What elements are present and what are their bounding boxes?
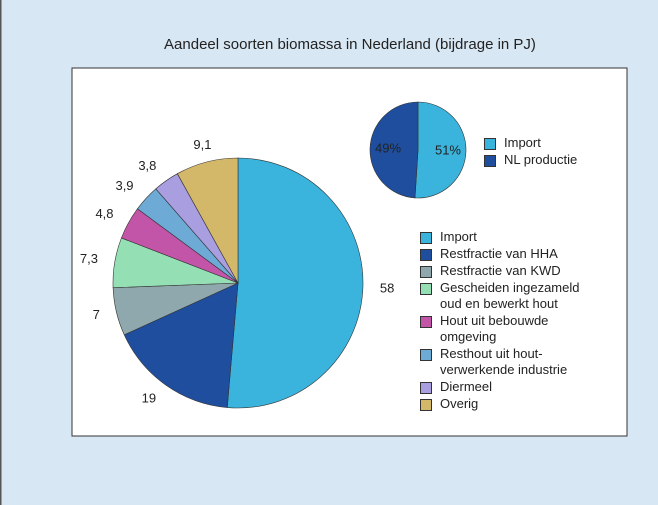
legend-swatch xyxy=(420,266,432,278)
legend-swatch xyxy=(420,283,432,295)
legend-label: Import xyxy=(504,135,541,150)
chart-title: Aandeel soorten biomassa in Nederland (b… xyxy=(164,36,536,53)
legend-item: Restfractie van KWD xyxy=(420,263,595,279)
legend-swatch xyxy=(420,249,432,261)
legend-label: Restfractie van KWD xyxy=(440,263,561,278)
legend-item: Diermeel xyxy=(420,379,595,395)
legend-item: NL productie xyxy=(484,152,614,168)
legend: Import NL productie xyxy=(484,135,614,169)
legend-item: Restfractie van HHA xyxy=(420,246,595,262)
legend-label: Gescheiden ingezameld oud en bewerkt hou… xyxy=(440,280,580,311)
legend-swatch xyxy=(420,232,432,244)
legend-swatch xyxy=(420,399,432,411)
legend-label: Resthout uit hout-verwerkende industrie xyxy=(440,346,568,377)
edge xyxy=(0,0,2,505)
data-label: 7,3 xyxy=(80,251,98,266)
legend-swatch xyxy=(420,349,432,361)
legend-label: Diermeel xyxy=(440,379,493,394)
data-label: 9,1 xyxy=(193,137,211,152)
legend: Import Restfractie van HHA Restfractie van… xyxy=(420,229,595,413)
legend-swatch xyxy=(484,138,496,150)
pie-slice xyxy=(176,157,239,285)
legend-item: Import xyxy=(484,135,614,151)
data-label: 4,8 xyxy=(95,206,113,221)
pie-slice xyxy=(226,157,364,409)
legend-item: Resthout uit hout-verwerkende industrie xyxy=(420,346,595,378)
pie-slice xyxy=(414,101,467,199)
pie-slice xyxy=(123,282,239,408)
legend-label: NL productie xyxy=(504,152,578,167)
legend-item: Hout uit bebouwde omgeving xyxy=(420,313,595,345)
legend-swatch xyxy=(420,382,432,394)
legend-label: Restfractie van HHA xyxy=(440,246,558,261)
legend-label: Overig xyxy=(440,396,479,411)
pie-slice xyxy=(369,101,419,199)
legend-label: Import xyxy=(440,229,477,244)
legend-item: Import xyxy=(420,229,595,245)
data-label: 58 xyxy=(380,281,394,296)
data-label: 3,8 xyxy=(138,158,156,173)
legend-item: Overig xyxy=(420,396,595,412)
legend-swatch xyxy=(484,155,496,167)
legend-item: Gescheiden ingezameld oud en bewerkt hou… xyxy=(420,280,595,312)
legend-swatch xyxy=(420,316,432,328)
data-label: 49% xyxy=(375,140,401,155)
data-label: 3,9 xyxy=(115,178,133,193)
data-label: 19 xyxy=(142,390,156,405)
data-label: 7 xyxy=(93,307,100,322)
data-label: 51% xyxy=(435,142,461,157)
legend-label: Hout uit bebouwde omgeving xyxy=(440,313,549,344)
